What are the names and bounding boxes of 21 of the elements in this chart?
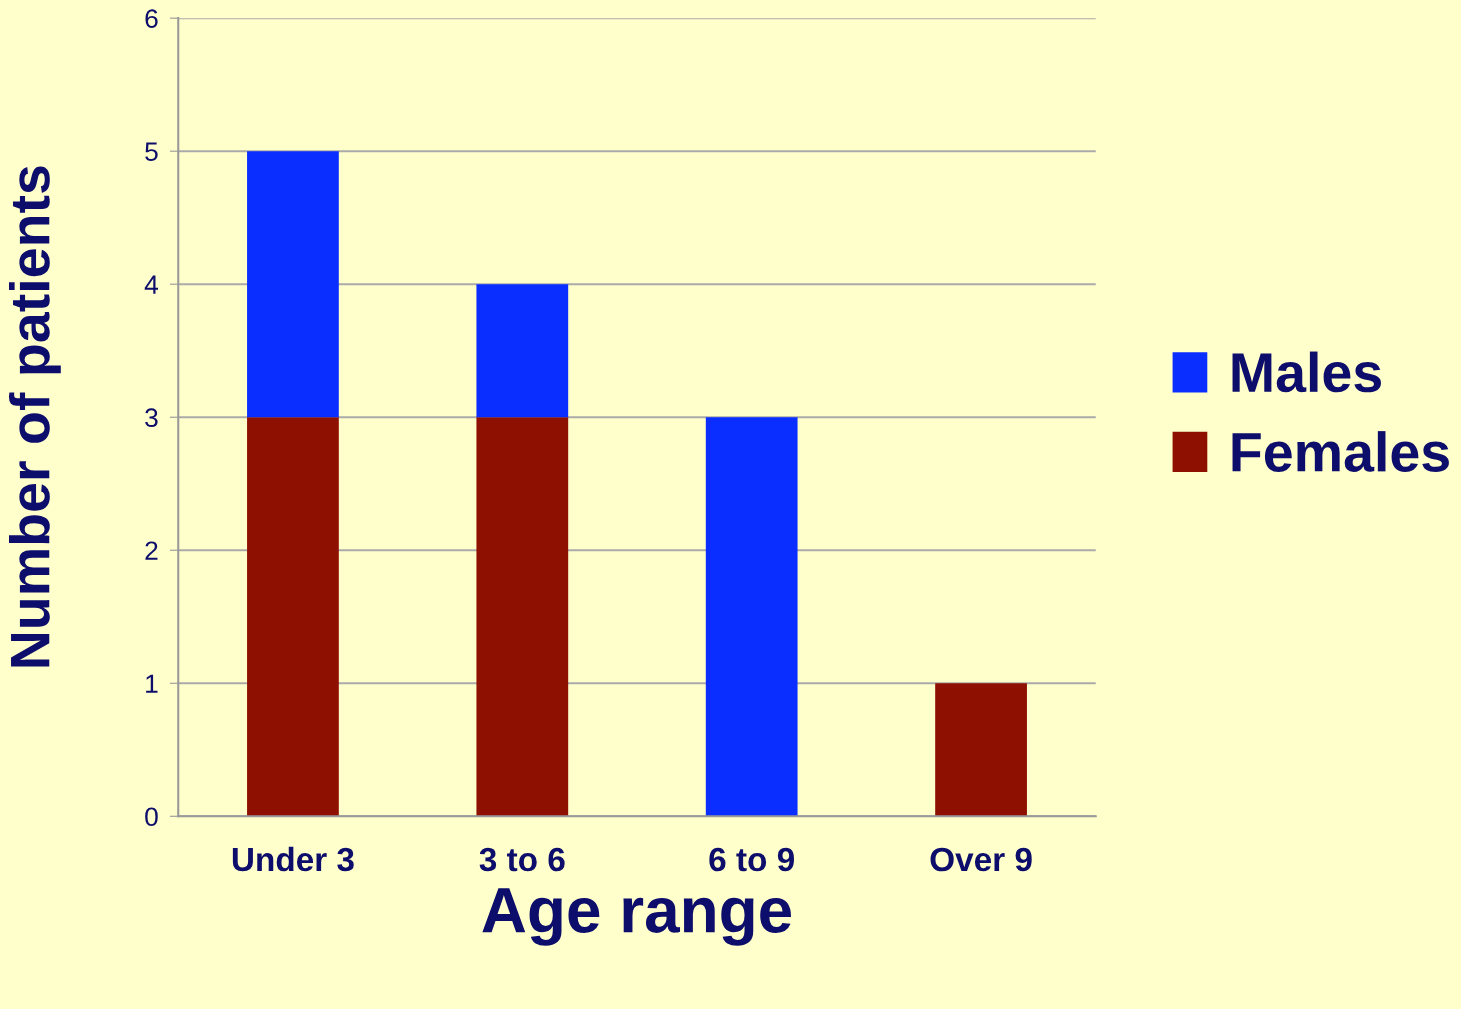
y-tick-label: 3 (145, 408, 158, 428)
legend-label: Males (1232, 351, 1381, 393)
y-tick-label: 4 (144, 275, 159, 294)
bar (247, 151, 339, 418)
y-tick-label: 6 (145, 9, 158, 28)
bar (476, 417, 569, 817)
bar (935, 683, 1027, 817)
y-axis-title: Number of patients (9, 166, 61, 667)
bar (705, 417, 798, 817)
x-tick-label: 6 to 9 (709, 847, 794, 872)
y-tick-label: 2 (145, 541, 158, 560)
y-tick-label: 5 (145, 142, 158, 161)
y-tick-label: 0 (145, 807, 158, 827)
x-tick-label: 3 to 6 (479, 847, 565, 872)
bar (476, 284, 569, 418)
x-tick-label: Under 3 (232, 846, 354, 872)
x-tick-label: Over 9 (930, 847, 1032, 872)
x-axis-title: Age range (482, 888, 792, 946)
y-tick-label: 1 (146, 674, 158, 693)
legend-label: Females (1232, 431, 1449, 472)
bar (247, 417, 339, 817)
